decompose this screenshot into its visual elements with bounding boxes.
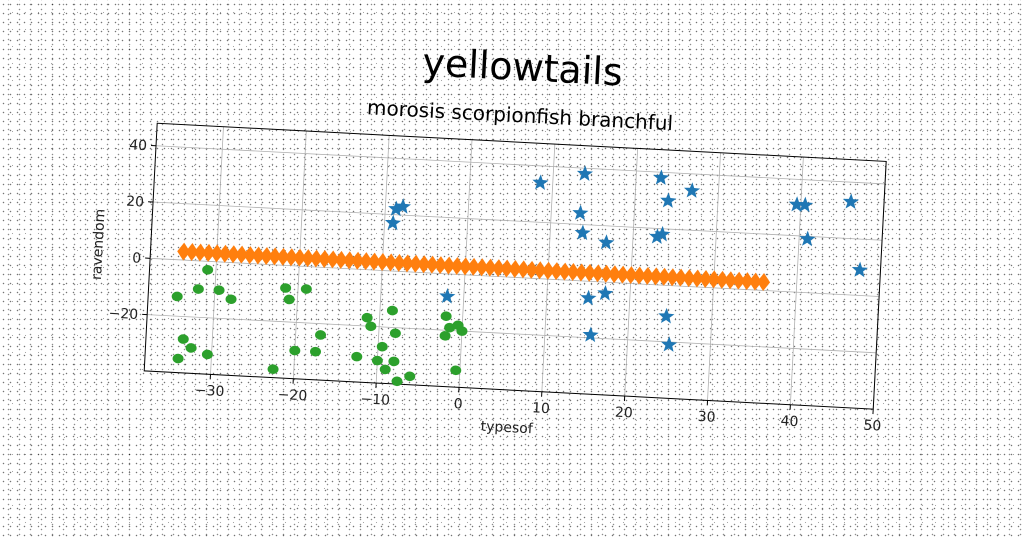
star-point	[684, 182, 701, 198]
star-point	[582, 326, 599, 342]
circle-point	[365, 321, 376, 331]
circle-point	[387, 305, 398, 315]
star-point	[842, 193, 859, 209]
circle-point	[361, 313, 372, 323]
star-point	[799, 230, 816, 246]
x-tick-label: −20	[277, 387, 307, 405]
y-axis-label: ravendom	[89, 208, 109, 280]
circle-point	[404, 371, 415, 381]
circle-point	[315, 330, 326, 340]
diamond-point	[757, 273, 771, 292]
circle-point	[202, 265, 213, 275]
star-point	[653, 169, 670, 185]
star-point	[580, 289, 597, 305]
star-point	[439, 288, 456, 304]
x-axis-label: typesof	[480, 419, 534, 438]
circle-point	[388, 356, 399, 366]
y-gridline	[153, 202, 882, 240]
y-tick-label: 20	[126, 194, 145, 211]
chart-subtitle: morosis scorpionfish branchful	[366, 95, 673, 135]
circle-point	[379, 364, 390, 374]
star-point	[384, 214, 401, 230]
data-marks	[168, 144, 873, 410]
circle-point	[225, 294, 236, 304]
circle-point	[440, 311, 451, 321]
y-tick-label: −20	[108, 306, 138, 324]
x-tick-label: 50	[863, 418, 882, 435]
x-tick-label: −10	[360, 391, 390, 409]
circle-point	[301, 284, 312, 294]
star-point	[597, 285, 614, 301]
x-tick-label: 10	[532, 400, 551, 417]
star-point	[532, 174, 549, 190]
star-point	[576, 165, 593, 181]
circle-point	[185, 343, 196, 353]
star-point	[660, 192, 677, 208]
y-gridline	[156, 146, 885, 184]
circle-point	[390, 328, 401, 338]
x-tick-label: 30	[697, 409, 716, 426]
x-tick-label: −30	[194, 383, 224, 401]
star-point	[598, 234, 615, 250]
y-tick-label: 0	[132, 250, 142, 266]
x-tick-label: 20	[614, 405, 633, 422]
circle-point	[283, 294, 294, 304]
x-tick-label: 40	[780, 413, 799, 430]
circle-point	[171, 291, 182, 301]
circle-point	[172, 353, 183, 363]
star-point	[572, 204, 589, 220]
x-tick-label: 0	[453, 396, 463, 412]
star-point	[658, 307, 675, 323]
star-point	[574, 224, 591, 240]
star-point	[851, 261, 868, 277]
circle-point	[372, 355, 383, 365]
circle-point	[193, 284, 204, 294]
circle-point	[289, 345, 300, 355]
chart-title: yellowtails	[421, 40, 623, 94]
star-point	[660, 336, 677, 352]
circle-point	[267, 364, 278, 374]
circle-point	[178, 334, 189, 344]
x-gridline	[790, 157, 803, 405]
circle-point	[391, 376, 402, 386]
circle-point	[280, 283, 291, 293]
circle-point	[310, 347, 321, 357]
y-gridline	[147, 315, 876, 353]
circle-point	[351, 352, 362, 362]
y-tick-label: 40	[129, 137, 148, 154]
